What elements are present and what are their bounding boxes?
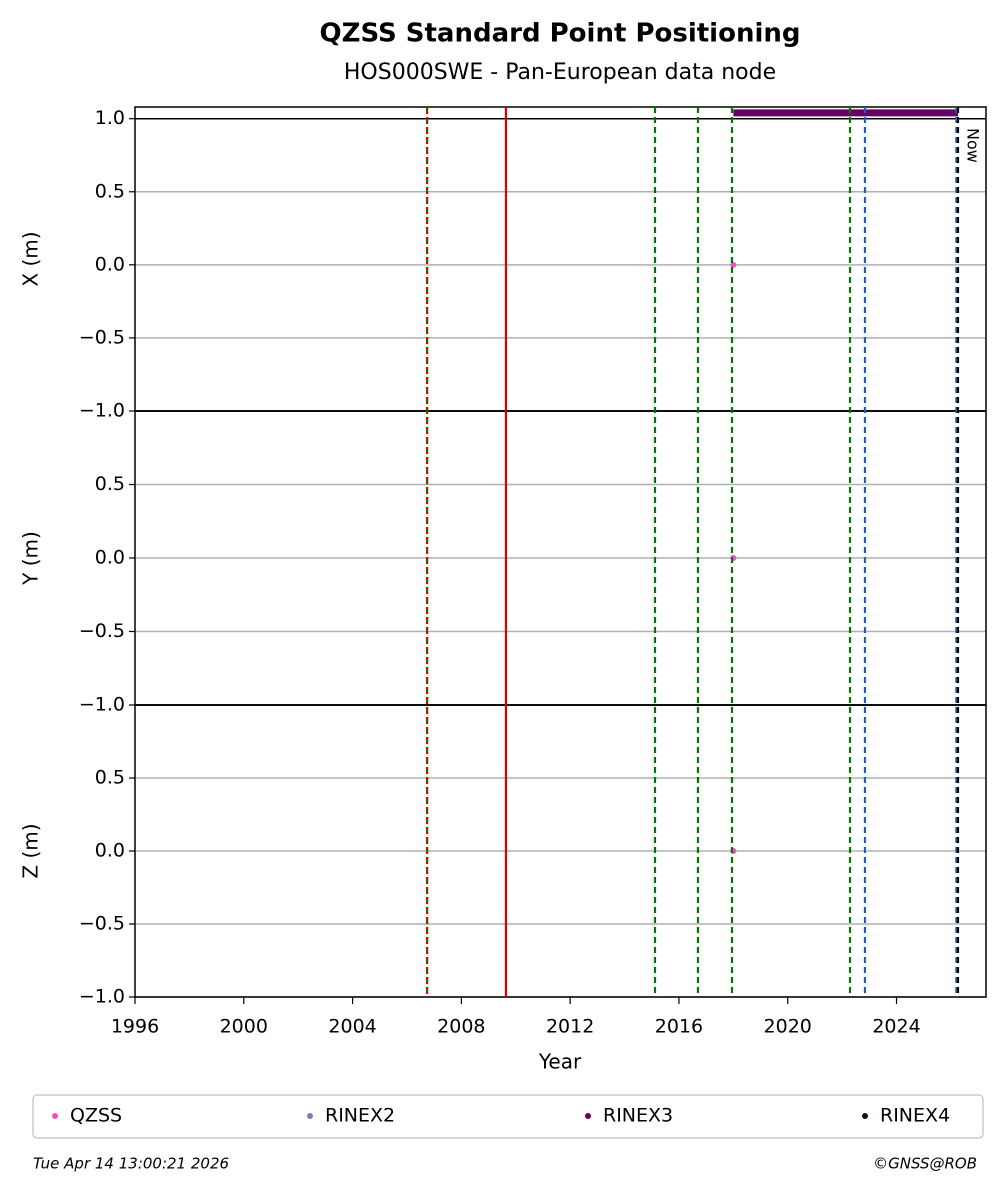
y-tick-label: −1.0 (79, 986, 125, 1008)
y-tick-label: −1.0 (79, 400, 125, 422)
x-tick-label: 1996 (111, 1016, 159, 1038)
y-tick-label: −1.0 (79, 694, 125, 716)
chart-title: QZSS Standard Point Positioning (319, 19, 800, 49)
axes-frame (134, 106, 987, 412)
y-tick-label: 0.5 (95, 473, 125, 495)
legend-label: QZSS (70, 1105, 122, 1127)
y-tick-label: 1.0 (95, 107, 125, 129)
axes-frame (134, 704, 987, 998)
y-tick-label: 0.5 (95, 180, 125, 202)
legend-marker (307, 1113, 313, 1119)
x-tick-label: 2024 (872, 1016, 920, 1038)
x-tick-label: 2016 (655, 1016, 703, 1038)
legend-marker (52, 1113, 58, 1119)
y-axis-label: X (m) (19, 231, 43, 286)
y-tick-label: 0.0 (95, 547, 125, 569)
legend-marker (585, 1113, 591, 1119)
x-tick-label: 2008 (437, 1016, 485, 1038)
legend-label: RINEX3 (603, 1105, 673, 1127)
x-tick-label: 2000 (220, 1016, 268, 1038)
legend-label: RINEX4 (880, 1105, 950, 1127)
legend-label: RINEX2 (325, 1105, 395, 1127)
footer-left: Tue Apr 14 13:00:21 2026 (33, 1155, 229, 1173)
chart-subtitle: HOS000SWE - Pan-European data node (344, 60, 776, 85)
legend-box (32, 1094, 984, 1139)
y-tick-label: 0.0 (95, 840, 125, 862)
x-tick-label: 2004 (328, 1016, 376, 1038)
data-point (730, 261, 737, 268)
legend-marker (862, 1113, 868, 1119)
y-tick-label: 0.5 (95, 767, 125, 789)
annotation: Now (963, 128, 982, 163)
y-tick-label: −0.5 (79, 913, 125, 935)
y-tick-label: −0.5 (79, 620, 125, 642)
x-tick-label: 2020 (764, 1016, 812, 1038)
y-axis-label: Y (m) (19, 531, 43, 586)
y-tick-label: 0.0 (95, 253, 125, 275)
footer-right: ©GNSS@ROB (873, 1155, 977, 1173)
x-axis-label: Year (538, 1050, 582, 1074)
y-axis-label: Z (m) (19, 823, 43, 878)
y-tick-label: −0.5 (79, 326, 125, 348)
x-tick-label: 2012 (546, 1016, 594, 1038)
